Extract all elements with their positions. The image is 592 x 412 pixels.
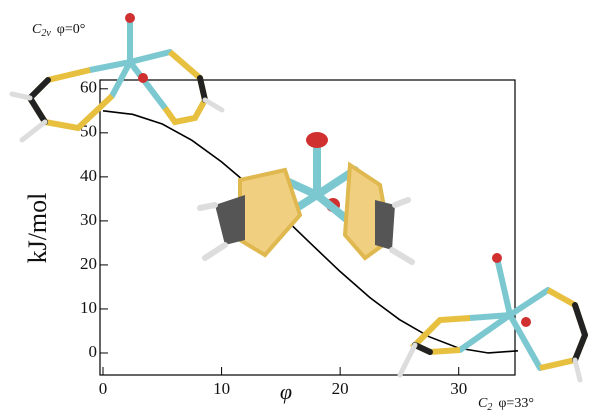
y-axis-label: kJ/mol (23, 193, 52, 264)
bond (22, 122, 45, 140)
bond (395, 200, 408, 205)
bond (575, 360, 580, 380)
bond (510, 290, 548, 315)
x-tick-label: 30 (450, 379, 467, 398)
atom (492, 253, 502, 263)
y-tick-label: 30 (80, 210, 97, 229)
x-tick-label: 20 (332, 379, 349, 398)
bond (12, 94, 30, 98)
chart: kJ/mol φ 01020304050600102030 (0, 0, 592, 412)
atom (138, 73, 148, 83)
bond (30, 80, 48, 98)
bond (130, 62, 165, 108)
x-axis-label: φ (280, 379, 292, 404)
atom (521, 317, 531, 327)
y-tick-label: 60 (80, 78, 97, 97)
annotation-sub: 2v (41, 28, 51, 39)
bond (575, 335, 585, 360)
bond (200, 78, 205, 100)
annotation-angle: φ=0° (57, 22, 86, 37)
bond (205, 245, 225, 258)
bond (205, 100, 222, 110)
atom (125, 13, 135, 23)
x-tick-label: 0 (99, 379, 108, 398)
x-tick-label: 10 (213, 379, 230, 398)
y-tick-label: 20 (80, 254, 97, 273)
bond (575, 305, 585, 335)
bond (30, 98, 45, 122)
bond (130, 52, 170, 62)
y-tick-label: 10 (80, 298, 97, 317)
molecule-c2 (400, 253, 585, 380)
molecule-overlay (200, 132, 412, 262)
bond (200, 205, 215, 208)
y-tick-label: 0 (89, 342, 98, 361)
annotation-sub: 2 (487, 402, 492, 412)
ring (375, 200, 395, 250)
ring (215, 195, 245, 245)
bond (497, 258, 510, 315)
ring (240, 170, 300, 255)
bond (400, 345, 415, 375)
y-tick-label: 40 (80, 166, 97, 185)
atom (306, 132, 328, 148)
bond (392, 250, 412, 262)
annotation-angle: φ=33° (498, 396, 534, 411)
